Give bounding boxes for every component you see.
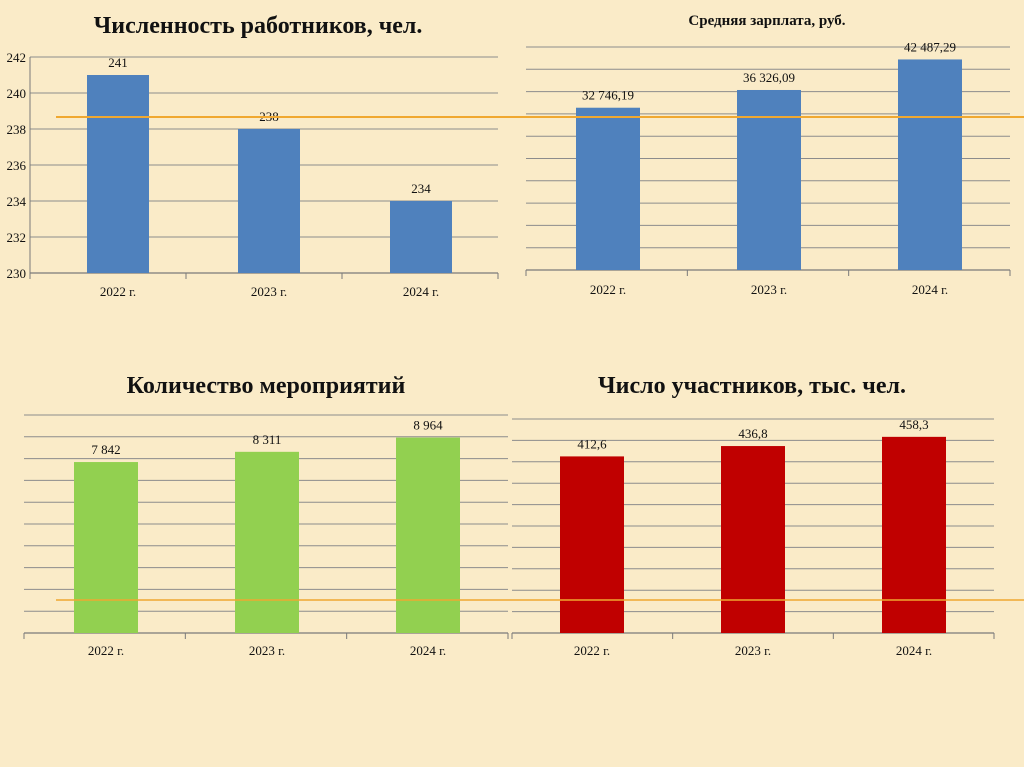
y-tick-label: 238 [7, 122, 27, 137]
data-label: 7 842 [91, 442, 120, 457]
chart-title: Количество мероприятий [127, 373, 406, 399]
data-label: 458,3 [899, 417, 928, 432]
data-label: 32 746,19 [582, 88, 634, 103]
bar-2023г [235, 451, 299, 633]
x-tick-label: 2022 г. [590, 282, 626, 297]
x-tick-label: 2023 г. [735, 643, 771, 658]
data-label: 36 326,09 [743, 70, 795, 85]
x-tick-label: 2023 г. [249, 643, 285, 658]
bar-2023г [721, 446, 785, 633]
data-label: 234 [411, 181, 431, 196]
y-tick-label: 236 [7, 158, 27, 173]
bar-2022г [74, 462, 138, 633]
chart-title: Средняя зарплата, руб. [688, 13, 845, 29]
x-tick-label: 2024 г. [896, 643, 932, 658]
bar-2022г [576, 107, 640, 271]
x-tick-label: 2022 г. [88, 643, 124, 658]
x-tick-label: 2022 г. [100, 284, 136, 299]
bar-2022г [87, 75, 149, 273]
data-label: 8 311 [253, 432, 282, 447]
bar-2023г [737, 89, 801, 270]
bar-2022г [560, 456, 624, 633]
data-label: 436,8 [738, 426, 767, 441]
data-label: 8 964 [413, 418, 443, 433]
y-tick-label: 242 [7, 50, 27, 65]
bar-2024г [390, 201, 452, 273]
data-label: 42 487,29 [904, 39, 956, 54]
bar-2024г [396, 437, 460, 633]
chart-title: Число участников, тыс. чел. [598, 373, 906, 399]
y-tick-label: 230 [7, 266, 27, 281]
chart-title: Численность работников, чел. [94, 13, 423, 39]
x-tick-label: 2024 г. [410, 643, 446, 658]
x-tick-label: 2023 г. [251, 284, 287, 299]
bar-2024г [898, 59, 962, 270]
bar-2024г [882, 436, 946, 633]
bar-2023г [238, 129, 300, 273]
data-label: 241 [108, 55, 128, 70]
y-tick-label: 232 [7, 230, 27, 245]
y-tick-label: 234 [7, 194, 27, 209]
x-tick-label: 2022 г. [574, 643, 610, 658]
data-label: 412,6 [577, 436, 607, 451]
x-tick-label: 2024 г. [912, 282, 948, 297]
x-tick-label: 2024 г. [403, 284, 439, 299]
x-tick-label: 2023 г. [751, 282, 787, 297]
y-tick-label: 240 [7, 86, 27, 101]
